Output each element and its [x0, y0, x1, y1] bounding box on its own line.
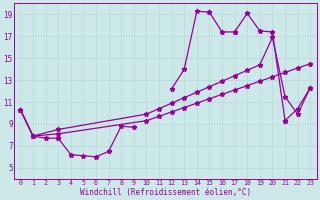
X-axis label: Windchill (Refroidissement éolien,°C): Windchill (Refroidissement éolien,°C): [80, 188, 251, 197]
